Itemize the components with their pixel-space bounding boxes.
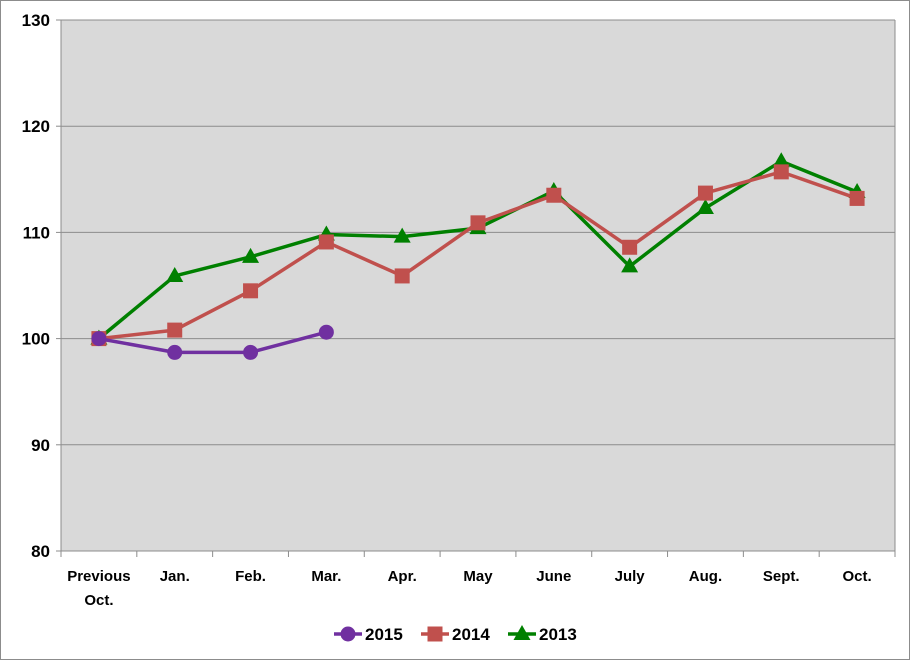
legend-label: 2015 [365, 625, 403, 644]
data-point-2013 [166, 266, 184, 282]
y-tick-label: 120 [22, 117, 50, 136]
data-point-2014 [318, 234, 334, 250]
data-point-2014 [849, 190, 865, 206]
x-tick-label: Sept. [763, 568, 800, 585]
data-point-2014 [243, 283, 259, 299]
legend-marker [427, 626, 443, 642]
x-tick-label: Oct. [84, 592, 113, 609]
data-point-2015 [243, 344, 259, 360]
data-point-2014 [546, 187, 562, 203]
y-tick-label: 130 [22, 11, 50, 30]
x-tick-label: Jan. [160, 568, 190, 585]
x-tick-label: Feb. [235, 568, 266, 585]
axes [60, 19, 896, 552]
legend-item-2014: 2014 [421, 625, 490, 644]
data-point-2014 [773, 164, 789, 180]
y-tick-label: 80 [31, 542, 50, 561]
data-point-2014 [167, 322, 183, 338]
legend-marker [340, 626, 356, 642]
x-tick-label: May [463, 568, 493, 585]
data-point-2013 [772, 152, 790, 168]
x-tick-label: July [615, 568, 646, 585]
data-point-2015 [91, 331, 107, 347]
data-point-2015 [318, 324, 334, 340]
data-point-2013 [621, 257, 639, 273]
y-tick-label: 110 [23, 223, 50, 242]
x-tick-label: Oct. [842, 568, 871, 585]
y-tick-label: 90 [31, 436, 50, 455]
series-group [90, 152, 866, 360]
x-tick-label: Apr. [388, 568, 417, 585]
data-point-2013 [696, 198, 714, 214]
legend-marker [513, 625, 531, 640]
data-point-2015 [167, 344, 183, 360]
x-tick-label: June [536, 568, 571, 585]
x-tick-label: Previous [67, 568, 130, 585]
series-line-2015 [98, 330, 327, 355]
data-point-2013 [242, 247, 260, 263]
data-point-2014 [622, 239, 638, 255]
legend-item-2013: 2013 [508, 625, 577, 644]
series-2015 [91, 324, 334, 360]
legend-item-2015: 2015 [334, 625, 403, 644]
x-tick-label: Mar. [311, 568, 341, 585]
plot-area [61, 20, 895, 551]
legend: 2015 2014 2013 [334, 625, 577, 644]
data-point-2014 [394, 268, 410, 284]
x-axis-ticks: Previous Oct. Jan. Feb. Mar. Apr. May June July A… [60, 551, 896, 609]
legend-label: 2013 [539, 625, 577, 644]
data-point-2013 [393, 227, 411, 243]
x-tick-label: Aug. [689, 568, 722, 585]
legend-label: 2014 [452, 625, 490, 644]
data-point-2014 [697, 185, 713, 201]
y-axis-ticks: 80 90 100 110 120 130 [22, 11, 61, 561]
y-tick-label: 100 [22, 330, 50, 349]
data-point-2014 [470, 215, 486, 231]
